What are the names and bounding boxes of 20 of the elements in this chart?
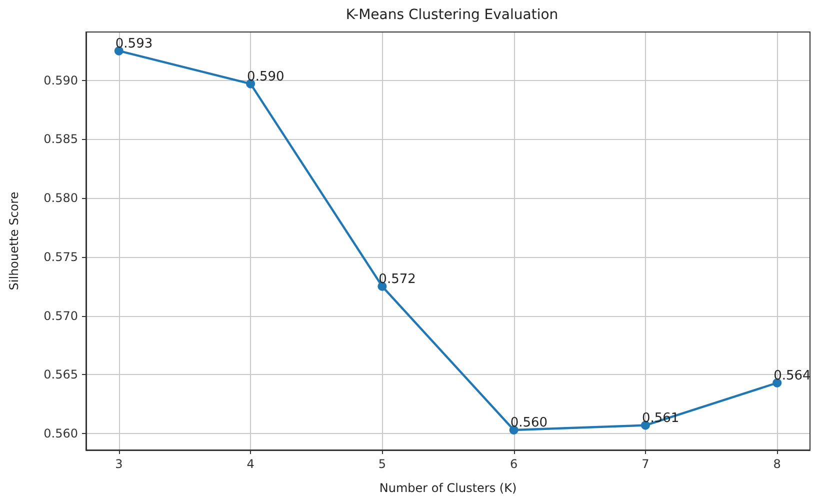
- y-axis-title: Silhouette Score: [7, 192, 21, 290]
- x-tick-label: 4: [246, 457, 254, 471]
- y-tick-label: 0.570: [44, 308, 78, 323]
- data-label: 0.560: [510, 415, 548, 430]
- chart-title: K-Means Clustering Evaluation: [346, 7, 558, 23]
- x-tick-label: 5: [378, 457, 386, 471]
- y-tick-label: 0.565: [44, 368, 78, 382]
- data-label: 0.572: [378, 272, 416, 287]
- y-tick-label: 0.575: [44, 250, 78, 264]
- x-tick-label: 3: [115, 457, 123, 471]
- x-tick-label: 6: [510, 457, 518, 471]
- y-tick-label: 0.580: [44, 191, 78, 206]
- x-tick-label: 8: [773, 457, 781, 471]
- x-axis-title: Number of Clusters (K): [379, 481, 517, 495]
- y-tick-label: 0.590: [44, 73, 78, 88]
- x-tick-label: 7: [642, 457, 650, 471]
- y-tick-label: 0.560: [44, 426, 78, 441]
- data-label: 0.590: [247, 69, 284, 84]
- y-tick-label: 0.585: [44, 132, 78, 146]
- data-label: 0.593: [115, 36, 153, 52]
